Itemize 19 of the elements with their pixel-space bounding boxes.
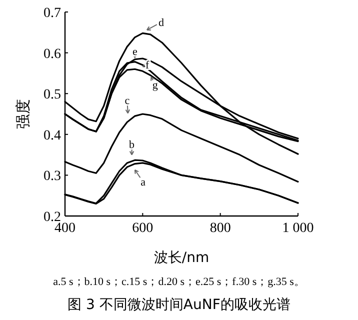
x-axis-title: 波长/nm	[154, 250, 210, 266]
series-label: b	[129, 139, 136, 152]
y-tick-label: 0.4	[44, 128, 61, 144]
y-tick-label: 0.5	[44, 88, 61, 103]
text: 图 3 不同微波时间AuNF的吸收光谱	[68, 297, 290, 313]
series-label: d	[158, 17, 165, 30]
series-label: e	[132, 46, 138, 58]
y-tick-label: 0.6	[44, 46, 61, 62]
y-tick-label: 0.7	[44, 6, 61, 21]
x-tick-label: 400	[54, 221, 76, 236]
text: a.5 s；b.10 s；c.15 s；d.20 s；e.25 s；f.30 s；g.35 s。	[53, 276, 305, 288]
series-label: a	[140, 176, 146, 189]
x-tick-label: 600	[132, 221, 154, 236]
series-label: c	[124, 95, 130, 108]
series-label: g	[152, 80, 158, 92]
y-tick-label: 0.3	[44, 169, 61, 184]
x-tick-label: 1 000	[282, 221, 314, 236]
x-tick-label: 800	[210, 221, 231, 236]
y-axis-title: 强度	[14, 99, 32, 129]
